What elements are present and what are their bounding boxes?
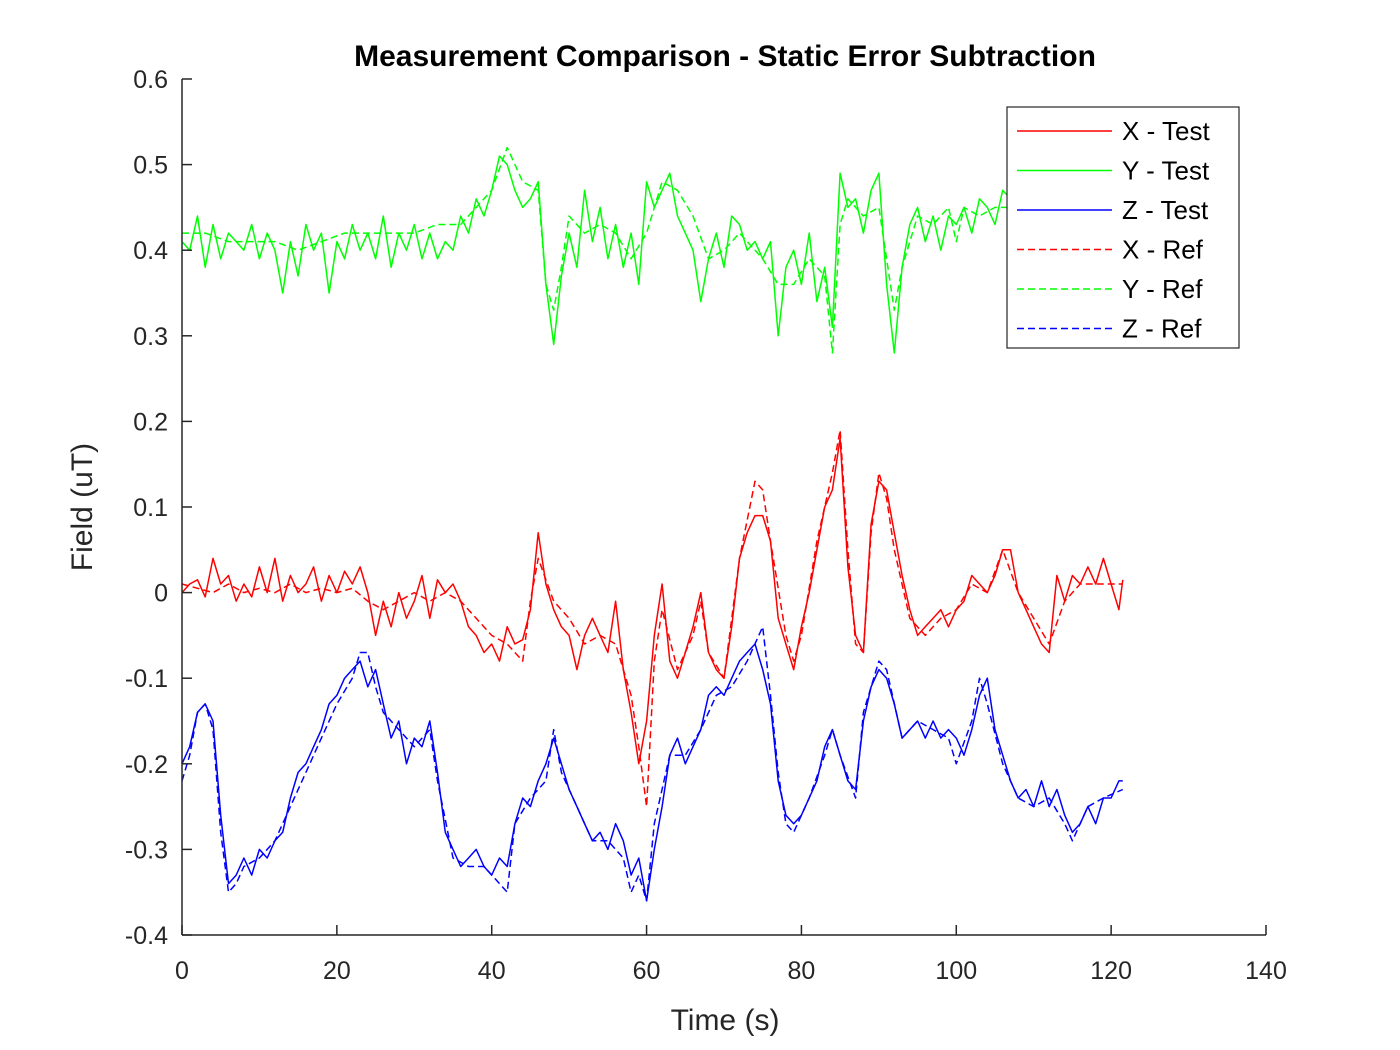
series-line-z-ref [181, 626, 1124, 902]
x-axis-label: Time (s) [671, 1004, 780, 1037]
y-tick-label: -0.4 [125, 922, 168, 950]
chart-title: Measurement Comparison - Static Error Su… [354, 40, 1096, 73]
legend: X - Test Y - Test Z - Test X - Ref Y - Ref Z … [1006, 106, 1240, 349]
y-axis-label: Field (uT) [66, 443, 99, 571]
legend-label: Z - Ref [1122, 314, 1202, 344]
x-tick-label: 60 [633, 957, 661, 985]
legend-label: X - Ref [1122, 235, 1204, 265]
legend-label: Y - Test [1122, 156, 1210, 186]
plot-series [181, 146, 1124, 902]
y-tick-label: 0.5 [133, 152, 168, 180]
y-tick-label: 0.2 [133, 408, 168, 436]
x-tick-label: 80 [788, 957, 816, 985]
y-tick-label: -0.1 [125, 665, 168, 693]
y-tick-label: 0 [154, 580, 168, 608]
series-line-y-ref [182, 146, 1066, 354]
y-tick-label: 0.1 [133, 494, 168, 522]
y-tick-label: -0.3 [125, 836, 168, 864]
series-line-x-ref [181, 429, 1123, 808]
series-line-x-test [181, 437, 1124, 765]
series-line-z-test [181, 643, 1123, 902]
y-tick-label: 0.6 [133, 66, 168, 94]
y-tick-label: -0.2 [125, 751, 168, 779]
y-ticks: -0.4 -0.3 -0.2 -0.1 0 0.1 0.2 0.3 0.4 0.5 0.6 [125, 66, 192, 950]
legend-label: Y - Ref [1122, 274, 1203, 304]
x-tick-label: 20 [323, 957, 351, 985]
legend-label: Z - Test [1122, 195, 1209, 225]
legend-box [1006, 106, 1240, 349]
x-tick-label: 140 [1245, 957, 1287, 985]
legend-label: X - Test [1122, 116, 1210, 146]
y-tick-label: 0.4 [133, 237, 168, 265]
series-line-y-test [181, 155, 1066, 354]
x-tick-label: 0 [175, 957, 189, 985]
x-tick-label: 40 [478, 957, 506, 985]
x-ticks: 0 20 40 60 80 100 120 140 [175, 925, 1287, 985]
y-tick-label: 0.3 [133, 323, 168, 351]
x-tick-label: 100 [935, 957, 977, 985]
x-tick-label: 120 [1090, 957, 1132, 985]
